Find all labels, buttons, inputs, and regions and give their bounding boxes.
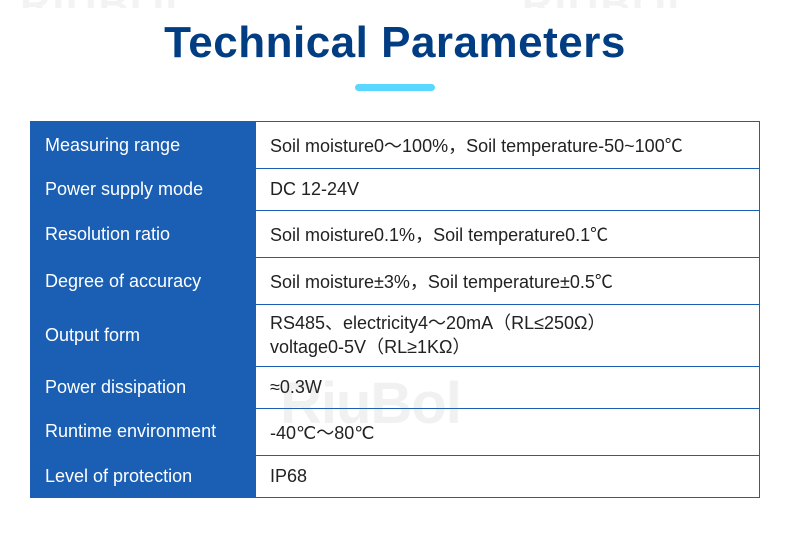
param-value: IP68 [256,455,760,497]
param-value: ≈0.3W [256,366,760,408]
table-row: Resolution ratio Soil moisture0.1%，Soil … [31,211,760,258]
table-row: Measuring range Soil moisture0～100%，Soil… [31,122,760,169]
table-row: Power dissipation ≈0.3W [31,366,760,408]
table-row: Runtime environment -40℃～80℃ [31,408,760,455]
param-label: Measuring range [31,122,256,169]
param-value: -40℃～80℃ [256,408,760,455]
param-label: Level of protection [31,455,256,497]
header: Technical Parameters [0,0,790,91]
param-value: Soil moisture±3%，Soil temperature±0.5℃ [256,258,760,305]
parameters-table: Measuring range Soil moisture0～100%，Soil… [30,121,760,498]
param-label: Output form [31,305,256,367]
param-value: RS485、electricity4～20mA（RL≤250Ω）voltage0… [256,305,760,367]
top-watermark-right: RIUBOL [522,0,695,8]
parameters-table-container: Measuring range Soil moisture0～100%，Soil… [30,121,760,498]
table-row: Degree of accuracy Soil moisture±3%，Soil… [31,258,760,305]
param-label: Degree of accuracy [31,258,256,305]
table-row: Level of protection IP68 [31,455,760,497]
param-label: Runtime environment [31,408,256,455]
param-value: Soil moisture0～100%，Soil temperature-50~… [256,122,760,169]
param-label: Power dissipation [31,366,256,408]
parameters-table-body: Measuring range Soil moisture0～100%，Soil… [31,122,760,498]
param-value: Soil moisture0.1%，Soil temperature0.1℃ [256,211,760,258]
param-value: DC 12-24V [256,169,760,211]
top-watermark-left: RIUBOL [20,0,193,8]
table-row: Power supply mode DC 12-24V [31,169,760,211]
table-row: Output form RS485、electricity4～20mA（RL≤2… [31,305,760,367]
page-title: Technical Parameters [0,18,790,68]
title-underline [355,84,435,91]
param-label: Resolution ratio [31,211,256,258]
param-label: Power supply mode [31,169,256,211]
